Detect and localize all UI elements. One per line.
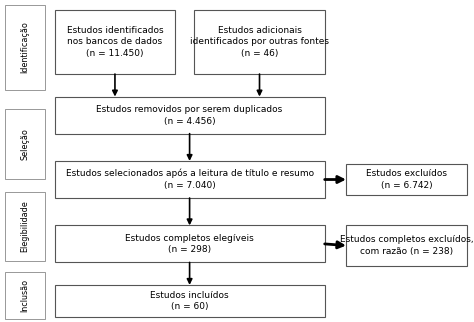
Bar: [5, 272, 45, 319]
Bar: [346, 164, 467, 195]
Text: Seleção: Seleção: [20, 128, 29, 160]
Text: Estudos excluídos
(n = 6.742): Estudos excluídos (n = 6.742): [366, 169, 447, 190]
Text: Identificação: Identificação: [20, 22, 29, 73]
Bar: [5, 192, 45, 261]
Text: Estudos completos excluídos,
com razão (n = 238): Estudos completos excluídos, com razão (…: [340, 235, 473, 256]
Text: Estudos incluídos
(n = 60): Estudos incluídos (n = 60): [150, 291, 229, 311]
Text: Estudos removidos por serem duplicados
(n = 4.456): Estudos removidos por serem duplicados (…: [97, 105, 283, 126]
Bar: [55, 161, 325, 198]
Bar: [55, 10, 175, 74]
Bar: [194, 10, 325, 74]
Bar: [55, 97, 325, 134]
Text: Estudos adicionais
identificados por outras fontes
(n = 46): Estudos adicionais identificados por out…: [190, 25, 329, 58]
Text: Inclusão: Inclusão: [20, 279, 29, 312]
Bar: [346, 225, 467, 266]
Bar: [5, 5, 45, 90]
Text: Elegibilidade: Elegibilidade: [20, 200, 29, 252]
Bar: [55, 285, 325, 317]
Bar: [55, 225, 325, 262]
Bar: [5, 109, 45, 179]
Text: Estudos identificados
nos bancos de dados
(n = 11.450): Estudos identificados nos bancos de dado…: [67, 25, 163, 58]
Text: Estudos selecionados após a leitura de título e resumo
(n = 7.040): Estudos selecionados após a leitura de t…: [65, 169, 314, 190]
Text: Estudos completos elegíveis
(n = 298): Estudos completos elegíveis (n = 298): [125, 233, 254, 254]
